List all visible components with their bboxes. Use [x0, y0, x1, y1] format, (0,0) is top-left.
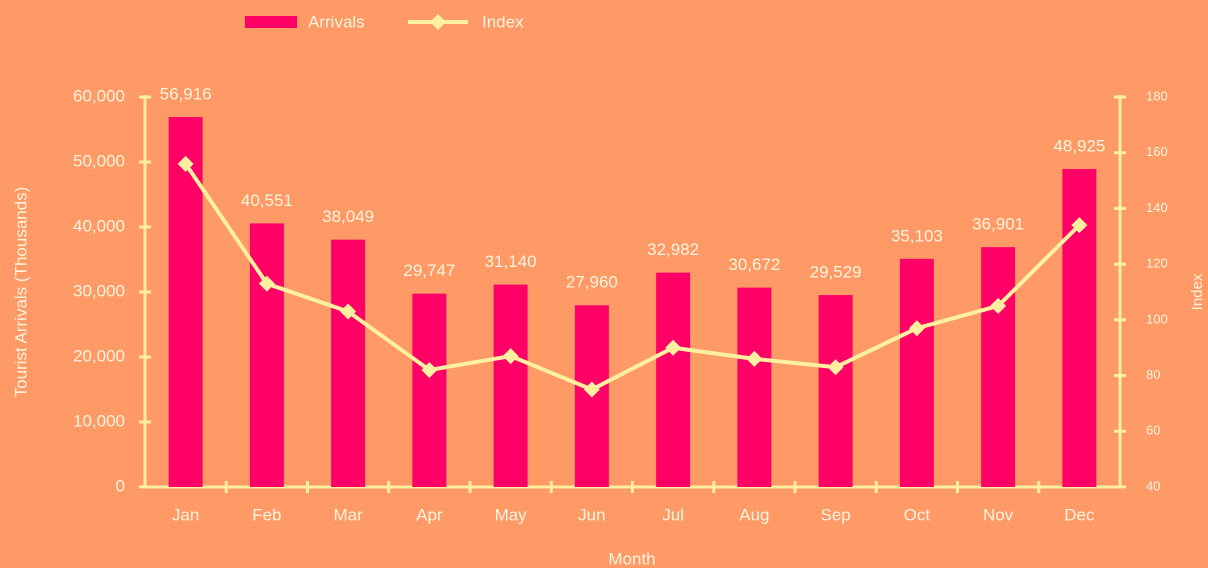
marker: [990, 297, 1007, 314]
bar: [331, 239, 366, 487]
y-tick-label: 40,000: [73, 216, 125, 235]
data-label: 38,049: [322, 207, 374, 226]
x-tick-label: Oct: [904, 505, 931, 524]
x-tick-label: Aug: [739, 505, 769, 524]
marker: [908, 320, 925, 337]
marker: [177, 155, 194, 172]
legend-label: Index: [482, 12, 524, 31]
marker: [1071, 217, 1088, 234]
data-label: 36,901: [972, 215, 1024, 234]
data-label: 40,551: [241, 191, 293, 210]
y-tick-label: 0: [116, 476, 125, 495]
y2-tick-label: 80: [1146, 367, 1160, 382]
y2-axis-title: Index: [1189, 273, 1206, 310]
y2-tick-label: 100: [1146, 311, 1168, 326]
y2-tick-label: 120: [1146, 256, 1168, 271]
x-axis-title: Month: [608, 549, 655, 568]
marker: [502, 348, 519, 365]
bar: [1062, 168, 1097, 488]
legend-marker: [430, 14, 446, 30]
data-label: 29,529: [810, 263, 862, 282]
bar: [656, 272, 691, 487]
data-label: 29,747: [403, 261, 455, 280]
y2-tick-label: 180: [1146, 88, 1168, 103]
data-label: 56,916: [160, 85, 212, 104]
x-tick-label: Jan: [172, 505, 199, 524]
marker: [258, 275, 275, 292]
marker: [746, 350, 763, 367]
marker: [340, 303, 357, 320]
y-tick-label: 30,000: [73, 281, 125, 300]
y-axis-title: Tourist Arrivals (Thousands): [11, 187, 30, 398]
x-tick-label: Feb: [252, 505, 281, 524]
x-tick-label: Jul: [662, 505, 684, 524]
data-label: 35,103: [891, 226, 943, 245]
y-tick-label: 60,000: [73, 86, 125, 105]
bar: [168, 117, 203, 488]
bar: [493, 284, 528, 487]
line: [183, 162, 1081, 392]
y2-tick-label: 160: [1146, 144, 1168, 159]
y-tick-label: 10,000: [73, 411, 125, 430]
data-label: 27,960: [566, 273, 618, 292]
x-tick-label: Sep: [821, 505, 851, 524]
y2-tick-label: 60: [1146, 423, 1160, 438]
y2-tick-label: 40: [1146, 478, 1160, 493]
y-tick-label: 50,000: [73, 151, 125, 170]
bar: [412, 293, 447, 487]
legend-label: Arrivals: [308, 12, 365, 31]
x-tick-label: Dec: [1064, 505, 1095, 524]
bar: [899, 258, 934, 487]
bar: [981, 247, 1016, 487]
x-tick-label: May: [495, 505, 528, 524]
y-tick-label: 20,000: [73, 346, 125, 365]
y2-tick-label: 140: [1146, 200, 1168, 215]
data-label: 31,140: [485, 252, 537, 271]
marker: [827, 359, 844, 376]
marker: [583, 381, 600, 398]
data-label: 48,925: [1053, 136, 1105, 155]
data-label: 32,982: [647, 240, 699, 259]
x-tick-label: Jun: [578, 505, 605, 524]
bar: [737, 287, 772, 487]
legend-swatch: [245, 16, 297, 28]
x-tick-label: Nov: [983, 505, 1014, 524]
x-tick-label: Mar: [333, 505, 363, 524]
marker: [665, 339, 682, 356]
data-label: 30,672: [728, 255, 780, 274]
bar: [818, 295, 853, 487]
marker: [421, 362, 438, 378]
x-tick-label: Apr: [416, 505, 443, 524]
